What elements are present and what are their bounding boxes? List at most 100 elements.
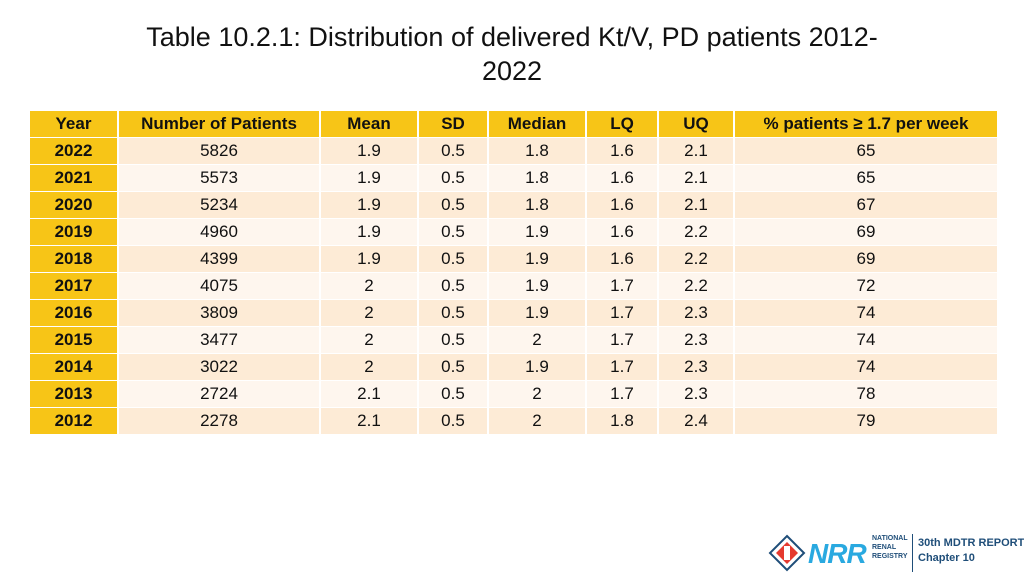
table-cell: 69: [734, 245, 999, 273]
year-cell: 2013: [30, 380, 119, 408]
table-cell: 1.9: [320, 191, 419, 219]
table-cell: 78: [734, 380, 999, 408]
table-cell: 1.6: [586, 164, 659, 192]
table-cell: 2.2: [658, 272, 735, 300]
table-cell: 2.3: [658, 353, 735, 381]
table-cell: 2.3: [658, 326, 735, 354]
table-cell: 0.5: [418, 245, 489, 273]
table-cell: 1.9: [320, 137, 419, 165]
table-cell: 1.8: [488, 164, 587, 192]
table-row: 2016 3809 2 0.5 1.9 1.7 2.3 74: [30, 299, 999, 327]
registry-line-3: REGISTRY: [872, 553, 908, 560]
year-cell: 2021: [30, 164, 119, 192]
table-cell: 2724: [118, 380, 321, 408]
table-cell: 2.1: [658, 164, 735, 192]
table-cell: 2.4: [658, 407, 735, 435]
ktv-distribution-table: Year Number of Patients Mean SD Median LQ UQ% …: [30, 111, 999, 435]
table-cell: 1.7: [586, 380, 659, 408]
table-cell: 1.8: [586, 407, 659, 435]
report-title: 30th MDTR REPORT 2022: [918, 537, 1024, 549]
table-cell: 4399: [118, 245, 321, 273]
table-cell: 2278: [118, 407, 321, 435]
table-cell: 5826: [118, 137, 321, 165]
table-row: 2020 5234 1.9 0.5 1.8 1.6 2.1 67: [30, 191, 999, 219]
table-cell: 3809: [118, 299, 321, 327]
table-cell: 3022: [118, 353, 321, 381]
table-cell: 1.7: [586, 326, 659, 354]
footer-divider: [912, 534, 913, 572]
title-line-2: 2022: [481, 56, 543, 86]
table-cell: 1.9: [488, 218, 587, 246]
year-cell: 2020: [30, 191, 119, 219]
table-cell: 4960: [118, 218, 321, 246]
table-cell: 0.5: [418, 407, 489, 435]
table-cell: 0.5: [418, 326, 489, 354]
report-chapter: Chapter 10: [918, 552, 975, 564]
table-cell: 1.6: [586, 245, 659, 273]
year-cell: 2015: [30, 326, 119, 354]
column-header: UQ: [658, 111, 735, 138]
table-cell: 72: [734, 272, 999, 300]
table-row: 2015 3477 2 0.5 2 1.7 2.3 74: [30, 326, 999, 354]
table-cell: 74: [734, 299, 999, 327]
table-cell: 5573: [118, 164, 321, 192]
table-row: 2014 3022 2 0.5 1.9 1.7 2.3 74: [30, 353, 999, 381]
table-cell: 1.9: [320, 164, 419, 192]
report-info: 30th MDTR REPORT 2022 Chapter 10: [918, 536, 1024, 566]
table-row: 2019 4960 1.9 0.5 1.9 1.6 2.2 69: [30, 218, 999, 246]
year-cell: 2022: [30, 137, 119, 165]
table-cell: 1.9: [320, 218, 419, 246]
column-header: LQ: [586, 111, 659, 138]
table-cell: 0.5: [418, 353, 489, 381]
table-header-row: Year Number of Patients Mean SD Median LQ UQ% …: [30, 111, 999, 138]
table-cell: 65: [734, 164, 999, 192]
column-header: Median: [488, 111, 587, 138]
table-cell: 1.9: [488, 272, 587, 300]
table-cell: 2: [320, 272, 419, 300]
table-cell: 2.2: [658, 218, 735, 246]
table-cell: 2: [488, 326, 587, 354]
table-row: 2021 5573 1.9 0.5 1.8 1.6 2.1 65: [30, 164, 999, 192]
table-cell: 3477: [118, 326, 321, 354]
table-cell: 1.7: [586, 353, 659, 381]
table-cell: 79: [734, 407, 999, 435]
column-header: Mean: [320, 111, 419, 138]
table-cell: 0.5: [418, 164, 489, 192]
table-cell: 4075: [118, 272, 321, 300]
table-cell: 69: [734, 218, 999, 246]
table-cell: 1.9: [488, 353, 587, 381]
page-title: Table 10.2.1: Distribution of delivered …: [80, 20, 944, 88]
column-header: Number of Patients: [118, 111, 321, 138]
title-line-1: Table 10.2.1: Distribution of delivered …: [146, 22, 878, 52]
table-cell: 74: [734, 353, 999, 381]
table-cell: 65: [734, 137, 999, 165]
table-cell: 2.1: [658, 137, 735, 165]
table-cell: 2.1: [320, 407, 419, 435]
table-row: 2018 4399 1.9 0.5 1.9 1.6 2.2 69: [30, 245, 999, 273]
registry-logo-icon: [768, 534, 806, 572]
table-row: 2013 2724 2.1 0.5 2 1.7 2.3 78: [30, 380, 999, 408]
table-cell: 1.7: [586, 299, 659, 327]
year-cell: 2016: [30, 299, 119, 327]
table-cell: 2.3: [658, 380, 735, 408]
table-cell: 5234: [118, 191, 321, 219]
registry-line-2: RENAL: [872, 544, 897, 551]
table-row: 2017 4075 2 0.5 1.9 1.7 2.2 72: [30, 272, 999, 300]
table-cell: 1.8: [488, 137, 587, 165]
nrr-logo-text: NRR: [808, 538, 867, 569]
table-cell: 2.1: [658, 191, 735, 219]
table-body: 2022 5826 1.9 0.5 1.8 1.6 2.1 65 2021 5573 1.9 0.5 1…: [30, 137, 999, 435]
year-cell: 2019: [30, 218, 119, 246]
table-cell: 2: [320, 299, 419, 327]
table-cell: 2.3: [658, 299, 735, 327]
column-header: SD: [418, 111, 489, 138]
year-cell: 2012: [30, 407, 119, 435]
table-row: 2022 5826 1.9 0.5 1.8 1.6 2.1 65: [30, 137, 999, 165]
table-cell: 0.5: [418, 380, 489, 408]
table-cell: 2.1: [320, 380, 419, 408]
table-cell: 2: [488, 407, 587, 435]
year-cell: 2017: [30, 272, 119, 300]
table-cell: 2: [488, 380, 587, 408]
registry-name: NATIONAL RENAL REGISTRY: [872, 534, 912, 561]
table-cell: 74: [734, 326, 999, 354]
